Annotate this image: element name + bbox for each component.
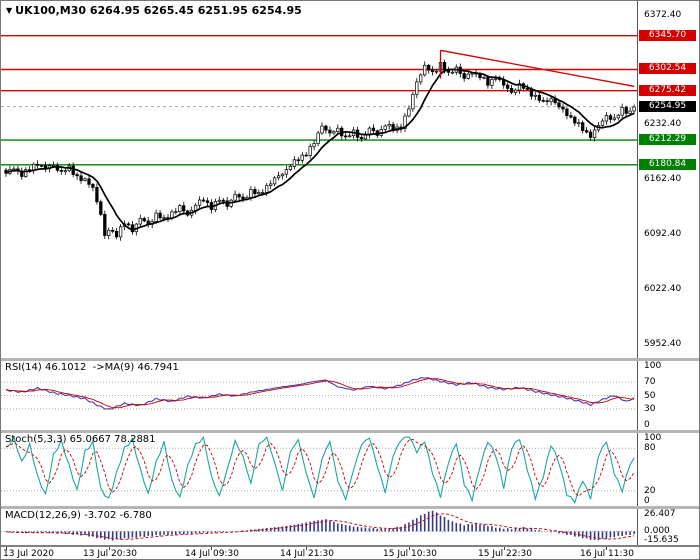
indicator-tick-label: 70 — [644, 377, 656, 388]
rsi-indicator-panel: 100 70 50 30 0 RSI(14) 46.1012 ->MA(9) 46.79… — [1, 361, 699, 430]
indicator-tick-label: 0 — [644, 496, 650, 506]
rsi-plot[interactable] — [1, 361, 637, 434]
price-tick-label: 6022.40 — [644, 283, 682, 294]
stochastic-plot[interactable] — [1, 433, 637, 510]
price-tick-label: 6232.40 — [644, 119, 682, 130]
ohlc-values: 6264.95 6265.45 6251.95 6254.95 — [89, 4, 302, 17]
price-tick-label: 5952.40 — [644, 338, 682, 349]
time-tick-mark — [606, 547, 607, 550]
panel-splitter[interactable] — [1, 430, 699, 433]
time-tick-mark — [504, 547, 505, 550]
stochastic-indicator-panel: 100 80 20 0 Stoch(5,3,3) 65.0667 78.2881 — [1, 433, 699, 506]
time-tick-mark — [6, 547, 7, 550]
time-label: 13 Jul 2020 — [3, 549, 54, 559]
macd-plot[interactable] — [1, 509, 637, 549]
indicator-tick-label: 50 — [644, 390, 656, 401]
macd-label: MACD(12,26,9) -3.702 -6.780 — [5, 510, 152, 521]
price-tick-label: 6092.40 — [644, 228, 682, 239]
time-axis-border — [1, 545, 699, 547]
indicator-tick-label: 0 — [644, 420, 650, 430]
indicator-tick-label: 20 — [644, 485, 656, 496]
indicator-tick-label: 80 — [644, 443, 656, 454]
price-axis[interactable]: 6372.40 6232.40 6162.40 6092.40 6022.40 5952.… — [637, 1, 699, 358]
time-label: 15 Jul 22:30 — [478, 549, 532, 559]
time-tick-mark — [211, 547, 212, 550]
support-level-badge: 6212.29 — [639, 134, 696, 146]
time-label: 16 Jul 11:30 — [580, 549, 634, 559]
indicator-tick-label: 0.000 — [644, 526, 670, 537]
resistance-level-badge: 6302.54 — [639, 63, 696, 75]
indicator-tick-label: 30 — [644, 403, 656, 414]
symbol-marker-icon: ▼ — [6, 6, 13, 15]
time-tick-mark — [109, 547, 110, 550]
resistance-level-badge: 6275.42 — [639, 84, 696, 96]
time-label: 13 Jul 20:30 — [83, 549, 137, 559]
symbol-label: UK100,M30 — [15, 4, 87, 17]
indicator-tick-label: 100 — [644, 361, 662, 371]
support-level-badge: 6180.84 — [639, 158, 696, 170]
rsi-axis[interactable]: 100 70 50 30 0 — [637, 361, 699, 430]
macd-indicator-panel: 26.407 0.000 -15.635 MACD(12,26,9) -3.702 … — [1, 509, 699, 545]
indicator-tick-label: 26.407 — [644, 509, 676, 519]
price-tick-label: 6162.40 — [644, 174, 682, 185]
current-price-badge: 6254.95 — [639, 100, 696, 112]
panel-splitter[interactable] — [1, 506, 699, 509]
stochastic-label: Stoch(5,3,3) 65.0667 78.2881 — [5, 434, 156, 445]
time-label: 14 Jul 21:30 — [280, 549, 334, 559]
candlestick-plot[interactable] — [1, 1, 637, 362]
rsi-label: RSI(14) 46.1012 ->MA(9) 46.7941 — [5, 362, 179, 373]
resistance-level-badge: 6345.70 — [639, 29, 696, 41]
time-label: 14 Jul 09:30 — [185, 549, 239, 559]
price-tick-label: 6372.40 — [644, 9, 682, 20]
macd-axis[interactable]: 26.407 0.000 -15.635 — [637, 509, 699, 545]
indicator-tick-label: 100 — [644, 433, 662, 443]
price-chart-panel: 6372.40 6232.40 6162.40 6092.40 6022.40 5952.… — [1, 1, 699, 358]
time-label: 15 Jul 10:30 — [383, 549, 437, 559]
time-tick-mark — [409, 547, 410, 550]
chart-header: ▼ UK100,M30 6264.95 6265.45 6251.95 6254.… — [6, 4, 302, 17]
stochastic-axis[interactable]: 100 80 20 0 — [637, 433, 699, 506]
indicator-tick-label: -15.635 — [644, 535, 679, 545]
time-tick-mark — [306, 547, 307, 550]
time-axis[interactable]: 13 Jul 2020 13 Jul 20:30 14 Jul 09:30 14 Ju… — [1, 547, 699, 559]
panel-splitter[interactable] — [1, 358, 699, 361]
